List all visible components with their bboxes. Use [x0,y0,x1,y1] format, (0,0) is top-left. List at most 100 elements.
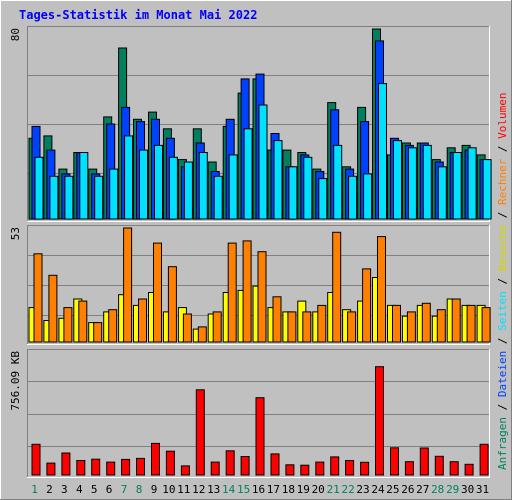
legend-segment-5: Seiten [496,291,509,331]
legend-segment-6: / [496,271,509,291]
x-tick-label-day-4: 4 [76,483,83,496]
bar-volumen-day-15 [240,456,250,476]
bar-volumen-day-18 [285,464,295,476]
panel-2-y-max-label: 53 [9,227,22,240]
bar-seiten-day-20 [318,178,328,220]
bar-rechner-day-21 [332,231,342,343]
bar-volumen-day-27 [419,447,429,476]
bar-seiten-day-11 [183,161,193,220]
bar-rechner-day-23 [362,268,372,343]
bar-seiten-day-2 [49,175,59,220]
bar-volumen-day-21 [330,456,340,476]
chart-panels [27,26,492,478]
bar-seiten-day-18 [288,166,298,220]
x-tick-label-day-7: 7 [121,483,128,496]
x-tick-label-day-30: 30 [461,483,474,496]
bar-volumen-day-24 [375,366,384,476]
bar-rechner-day-28 [436,309,446,343]
x-tick-label-day-5: 5 [91,483,98,496]
bar-volumen-day-17 [270,453,280,476]
bar-rechner-day-30 [466,304,476,343]
bar-rechner-day-8 [138,298,147,343]
x-tick-label-day-2: 2 [46,483,53,496]
bar-rechner-day-26 [406,311,416,343]
bar-rechner-day-29 [451,298,461,343]
bar-volumen-day-30 [464,463,474,476]
x-tick-label-day-31: 31 [476,483,489,496]
bar-rechner-day-13 [212,311,222,343]
bar-seiten-day-17 [273,140,283,220]
x-tick-label-day-9: 9 [151,483,158,496]
x-tick-label-day-18: 18 [282,483,295,496]
x-tick-label-day-10: 10 [162,483,175,496]
bar-rechner-day-15 [242,240,252,343]
x-tick-label-day-26: 26 [401,483,414,496]
bar-seiten-day-30 [467,147,477,220]
bar-seiten-day-25 [393,140,402,220]
bar-volumen-day-25 [390,447,399,476]
x-tick-label-day-19: 19 [297,483,310,496]
bar-seiten-day-28 [437,166,447,220]
x-tick-label-day-29: 29 [446,483,459,496]
x-tick-label-day-22: 22 [341,483,354,496]
x-tick-label-day-14: 14 [222,483,236,496]
x-tick-label-day-23: 23 [356,483,369,496]
bar-rechner-day-6 [108,309,118,343]
x-tick-label-day-1: 1 [31,483,38,496]
x-tick-label-day-20: 20 [312,483,325,496]
bar-seiten-day-1 [34,156,44,220]
bar-volumen-day-14 [225,450,235,476]
bar-rechner-day-9 [153,242,162,343]
x-tick-label-day-3: 3 [61,483,68,496]
bar-seiten-day-8 [139,149,148,220]
bar-seiten-day-9 [154,144,163,220]
bar-seiten-day-15 [243,128,253,220]
bar-rechner-day-19 [302,311,312,343]
bar-seiten-day-29 [452,152,462,220]
x-tick-label-day-11: 11 [177,483,190,496]
bar-volumen-day-4 [76,460,86,476]
x-tick-label-day-28: 28 [431,483,444,496]
x-tick-label-day-12: 12 [192,483,205,496]
legend-segment-10: / [496,139,509,159]
bar-seiten-day-21 [333,144,343,220]
bar-rechner-day-24 [377,236,386,343]
bar-volumen-day-31 [479,443,489,476]
x-tick-label-day-13: 13 [207,483,220,496]
bar-volumen-day-23 [360,461,370,476]
bar-rechner-day-10 [167,266,177,343]
bar-volumen-day-12 [195,389,205,476]
panel-3-y-max-label: 756.09 KB [9,351,22,411]
chart-title: Tages-Statistik im Monat Mai 2022 [19,8,257,22]
bar-seiten-day-13 [213,175,223,220]
bar-seiten-day-19 [303,156,313,220]
bar-volumen-day-19 [300,464,310,476]
bar-volumen-day-28 [434,455,444,476]
bar-seiten-day-14 [228,154,238,220]
x-tick-label-day-27: 27 [416,483,429,496]
x-tick-label-day-15: 15 [237,483,250,496]
bar-rechner-day-11 [182,313,192,343]
bar-rechner-day-16 [257,251,267,343]
bar-volumen-day-2 [46,462,56,476]
bar-rechner-day-12 [197,326,207,343]
bar-rechner-day-14 [227,242,237,343]
bar-seiten-day-4 [79,152,89,220]
bar-rechner-day-2 [48,274,58,343]
bar-rechner-day-17 [272,296,282,343]
bar-seiten-day-7 [124,135,134,220]
legend-segment-11: Volumen [496,92,509,138]
bar-rechner-day-1 [33,253,43,343]
panel-1-y-max-label: 80 [9,28,22,41]
x-tick-label-day-6: 6 [106,483,113,496]
y-axis-max-labels: 80 53 756.09 KB [9,28,22,411]
bar-volumen-day-22 [345,460,355,476]
bar-volumen-day-3 [61,452,71,476]
bar-rechner-day-22 [347,311,357,343]
legend-segment-4: / [496,331,509,351]
bar-volumen-day-16 [255,397,265,476]
bar-volumen-day-20 [315,461,325,476]
bar-seiten-day-16 [258,104,268,220]
bar-volumen-day-13 [210,461,220,476]
